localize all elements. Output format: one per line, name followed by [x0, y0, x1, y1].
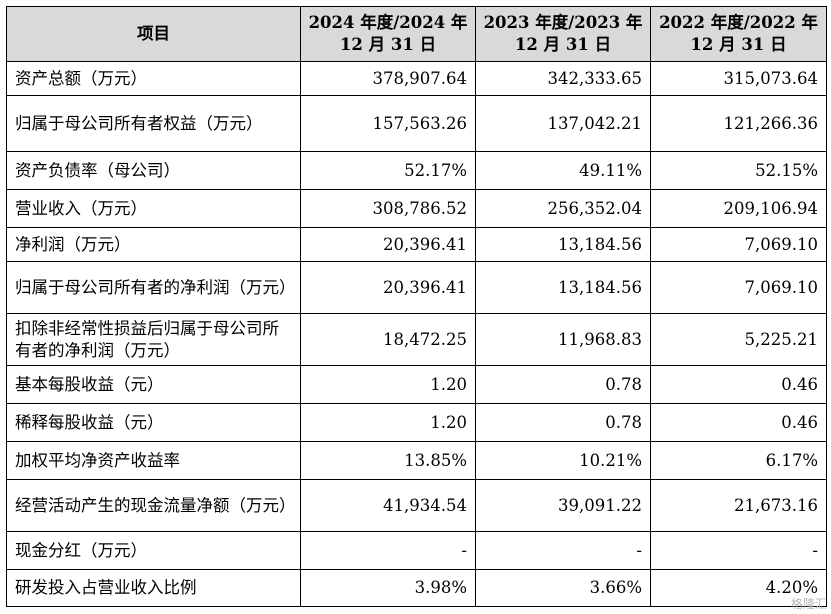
cell-value: 308,786.52 [300, 189, 476, 228]
cell-value: 378,907.64 [300, 61, 476, 96]
cell-value: 7,069.10 [650, 227, 827, 262]
table-row: 基本每股收益（元） 1.20 0.78 0.46 [6, 365, 827, 404]
table-row: 现金分红（万元） - - - [6, 531, 827, 570]
table-row: 研发投入占营业收入比例 3.98% 3.66% 4.20% [6, 569, 827, 607]
cell-value: 13.85% [300, 441, 476, 480]
row-label: 经营活动产生的现金流量净额（万元） [6, 479, 301, 532]
row-label: 扣除非经常性损益后归属于母公司所有者的净利润（万元） [6, 313, 301, 366]
cell-value: 18,472.25 [300, 313, 476, 366]
cell-value: 11,968.83 [475, 313, 651, 366]
financial-data-table: 项目 2024 年度/2024 年 12 月 31 日 2023 年度/2023… [6, 6, 827, 607]
table-row: 净利润（万元） 20,396.41 13,184.56 7,069.10 [6, 227, 827, 262]
header-row: 项目 2024 年度/2024 年 12 月 31 日 2023 年度/2023… [6, 6, 827, 62]
row-label: 资产总额（万元） [6, 61, 301, 96]
cell-value: 20,396.41 [300, 261, 476, 314]
row-label: 净利润（万元） [6, 227, 301, 262]
cell-value: 137,042.21 [475, 95, 651, 152]
cell-value: 5,225.21 [650, 313, 827, 366]
row-label: 营业收入（万元） [6, 189, 301, 228]
row-label: 归属于母公司所有者权益（万元） [6, 95, 301, 152]
cell-value: 52.15% [650, 151, 827, 190]
cell-value: 1.20 [300, 365, 476, 404]
header-item: 项目 [6, 6, 301, 62]
cell-value: 256,352.04 [475, 189, 651, 228]
cell-value: 157,563.26 [300, 95, 476, 152]
header-2022: 2022 年度/2022 年 12 月 31 日 [650, 6, 827, 62]
table-row: 稀释每股收益（元） 1.20 0.78 0.46 [6, 403, 827, 442]
cell-value: 0.46 [650, 365, 827, 404]
cell-value: - [475, 531, 651, 570]
cell-value: 3.66% [475, 569, 651, 607]
table-row: 经营活动产生的现金流量净额（万元） 41,934.54 39,091.22 21… [6, 479, 827, 532]
table-row: 营业收入（万元） 308,786.52 256,352.04 209,106.9… [6, 189, 827, 228]
cell-value: 49.11% [475, 151, 651, 190]
table-row: 资产总额（万元） 378,907.64 342,333.65 315,073.6… [6, 61, 827, 96]
cell-value: 52.17% [300, 151, 476, 190]
table-row: 扣除非经常性损益后归属于母公司所有者的净利润（万元） 18,472.25 11,… [6, 313, 827, 366]
cell-value: 1.20 [300, 403, 476, 442]
cell-value: 6.17% [650, 441, 827, 480]
table-row: 归属于母公司所有者权益（万元） 157,563.26 137,042.21 12… [6, 95, 827, 152]
cell-value: 315,073.64 [650, 61, 827, 96]
table-row: 资产负债率（母公司） 52.17% 49.11% 52.15% [6, 151, 827, 190]
row-label: 加权平均净资产收益率 [6, 441, 301, 480]
cell-value: 0.46 [650, 403, 827, 442]
cell-value: 209,106.94 [650, 189, 827, 228]
row-label: 基本每股收益（元） [6, 365, 301, 404]
watermark: 格隆汇 [790, 597, 827, 611]
cell-value: 21,673.16 [650, 479, 827, 532]
cell-value: 10.21% [475, 441, 651, 480]
cell-value: 0.78 [475, 403, 651, 442]
cell-value: 13,184.56 [475, 261, 651, 314]
table-row: 加权平均净资产收益率 13.85% 10.21% 6.17% [6, 441, 827, 480]
table-row: 归属于母公司所有者的净利润（万元） 20,396.41 13,184.56 7,… [6, 261, 827, 314]
row-label: 现金分红（万元） [6, 531, 301, 570]
cell-value: - [650, 531, 827, 570]
cell-value: 3.98% [300, 569, 476, 607]
row-label: 归属于母公司所有者的净利润（万元） [6, 261, 301, 314]
cell-value: 0.78 [475, 365, 651, 404]
row-label: 研发投入占营业收入比例 [6, 569, 301, 607]
cell-value: 342,333.65 [475, 61, 651, 96]
row-label: 资产负债率（母公司） [6, 151, 301, 190]
cell-value: 13,184.56 [475, 227, 651, 262]
cell-value: 20,396.41 [300, 227, 476, 262]
header-2023: 2023 年度/2023 年 12 月 31 日 [475, 6, 651, 62]
row-label: 稀释每股收益（元） [6, 403, 301, 442]
cell-value: - [300, 531, 476, 570]
cell-value: 7,069.10 [650, 261, 827, 314]
cell-value: 4.20% [650, 569, 827, 607]
cell-value: 41,934.54 [300, 479, 476, 532]
header-2024: 2024 年度/2024 年 12 月 31 日 [300, 6, 476, 62]
cell-value: 39,091.22 [475, 479, 651, 532]
cell-value: 121,266.36 [650, 95, 827, 152]
